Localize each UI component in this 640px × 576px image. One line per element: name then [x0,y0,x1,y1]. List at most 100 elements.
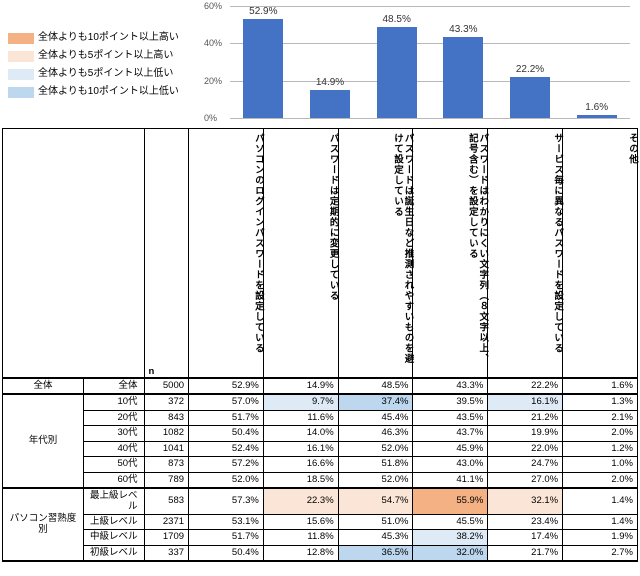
table-row-label: 30代 [83,426,144,441]
chart-gridline [230,118,630,119]
table-cell: 43.3% [413,378,488,394]
table-cell: 51.0% [338,514,413,529]
table-row: パソコン習熟度別最上級レベル58357.3%22.3%54.7%55.9%32.… [3,488,638,514]
table-cell: 22.0% [488,441,563,456]
table-row: 30代108250.4%14.0%46.3%43.7%19.9%2.0% [3,426,638,441]
table-row-label: 初級レベル [83,545,144,561]
table-column-header: パソコンのログインパスワードを設定している [189,129,264,379]
table-row-label: 中級レベル [83,530,144,545]
chart-bar-label: 14.9% [316,77,344,88]
table-cell: 43.7% [413,426,488,441]
chart-ytick: 20% [204,76,222,86]
chart-bar-cell: 48.5% [363,6,430,118]
table-row: 中級レベル170951.7%11.8%45.3%38.2%17.4%1.9% [3,530,638,545]
table-cell: 17.4% [488,530,563,545]
table-cell: 45.5% [413,514,488,529]
table-cell: 52.0% [338,441,413,456]
legend-item: 全体よりも5ポイント以上高い [8,48,179,64]
table-cell: 21.7% [488,545,563,561]
table-cell: 57.0% [189,394,264,410]
table-row-label: 60代 [83,472,144,488]
table-cell-n: 5000 [144,378,188,394]
table-row: 40代104152.4%16.1%52.0%45.9%22.0%1.2% [3,441,638,456]
table-cell: 27.0% [488,472,563,488]
table-group-label: パソコン習熟度別 [3,488,84,561]
chart-bar-cell: 52.9% [230,6,297,118]
table-header-n: n [144,129,188,379]
legend-swatch [8,87,34,98]
table-cell: 16.1% [263,441,338,456]
table-cell: 50.4% [189,545,264,561]
table-corner [3,129,145,379]
chart-bar-cell: 22.2% [497,6,564,118]
table-cell: 43.0% [413,457,488,472]
chart-ytick: 0% [204,113,217,123]
table-cell: 41.1% [413,472,488,488]
chart-bar-label: 52.9% [249,6,277,17]
legend: 全体よりも10ポイント以上高い全体よりも5ポイント以上高い全体よりも5ポイント以… [8,30,179,102]
table-group-label: 全体 [3,378,84,394]
legend-item: 全体よりも5ポイント以上低い [8,66,179,82]
legend-label: 全体よりも10ポイント以上高い [38,30,179,46]
table-cell: 14.9% [263,378,338,394]
chart-bar-label: 22.2% [516,64,544,75]
table-cell: 16.6% [263,457,338,472]
chart-bar-cell: 43.3% [430,6,497,118]
table-row: 50代87357.2%16.6%51.8%43.0%24.7%1.0% [3,457,638,472]
table-column-header: パスワードは誕生日など推測されやすいものを避けて設定している [338,129,413,379]
table-row-label: 10代 [83,394,144,410]
table-cell: 16.1% [488,394,563,410]
table-cell: 18.5% [263,472,338,488]
table-cell: 2.0% [563,426,638,441]
table-cell: 52.0% [189,472,264,488]
table-cell: 37.4% [338,394,413,410]
table-cell-n: 1082 [144,426,188,441]
table-cell: 9.7% [263,394,338,410]
table-cell: 1.3% [563,394,638,410]
chart-ytick: 40% [204,38,222,48]
data-table: nパソコンのログインパスワードを設定しているパスワードは定期的に変更しているパス… [2,128,638,562]
table-cell: 45.3% [338,530,413,545]
table-row-label: 50代 [83,457,144,472]
chart-bar: 22.2% [510,77,550,118]
table-cell: 1.2% [563,441,638,456]
table-cell: 32.1% [488,488,563,514]
bar-chart: 0%20%40%60%52.9%14.9%48.5%43.3%22.2%1.6% [210,6,630,118]
table-cell: 54.7% [338,488,413,514]
table-cell: 50.4% [189,426,264,441]
chart-bar: 48.5% [377,27,417,118]
table-cell: 22.3% [263,488,338,514]
table-cell: 1.9% [563,530,638,545]
chart-bar: 43.3% [443,37,483,118]
table-row: 上級レベル237153.1%15.6%51.0%45.5%23.4%1.4% [3,514,638,529]
chart-bar-label: 43.3% [449,24,477,35]
table-cell: 1.0% [563,457,638,472]
table-cell: 15.6% [263,514,338,529]
table-cell: 1.4% [563,488,638,514]
table-cell: 39.5% [413,394,488,410]
legend-label: 全体よりも5ポイント以上高い [38,48,173,64]
table-cell: 57.2% [189,457,264,472]
table-cell: 2.1% [563,410,638,425]
table-cell: 22.2% [488,378,563,394]
table-cell: 11.8% [263,530,338,545]
table-cell: 11.6% [263,410,338,425]
table-row: 初級レベル33750.4%12.8%36.5%32.0%21.7%2.7% [3,545,638,561]
table-cell: 2.0% [563,472,638,488]
table-row-label: 上級レベル [83,514,144,529]
legend-item: 全体よりも10ポイント以上高い [8,30,179,46]
table-cell: 19.9% [488,426,563,441]
table-cell-n: 2371 [144,514,188,529]
table-cell: 32.0% [413,545,488,561]
table-row: 年代別10代37257.0%9.7%37.4%39.5%16.1%1.3% [3,394,638,410]
table-row: 60代78952.0%18.5%52.0%41.1%27.0%2.0% [3,472,638,488]
table-cell-n: 1041 [144,441,188,456]
chart-bar-cell: 14.9% [297,6,364,118]
chart-bars: 52.9%14.9%48.5%43.3%22.2%1.6% [230,6,630,118]
table-column-header: その他 [563,129,638,379]
chart-bar: 52.9% [243,19,283,118]
legend-swatch [8,51,34,62]
table-cell: 45.9% [413,441,488,456]
table-cell-n: 372 [144,394,188,410]
legend-swatch [8,69,34,80]
